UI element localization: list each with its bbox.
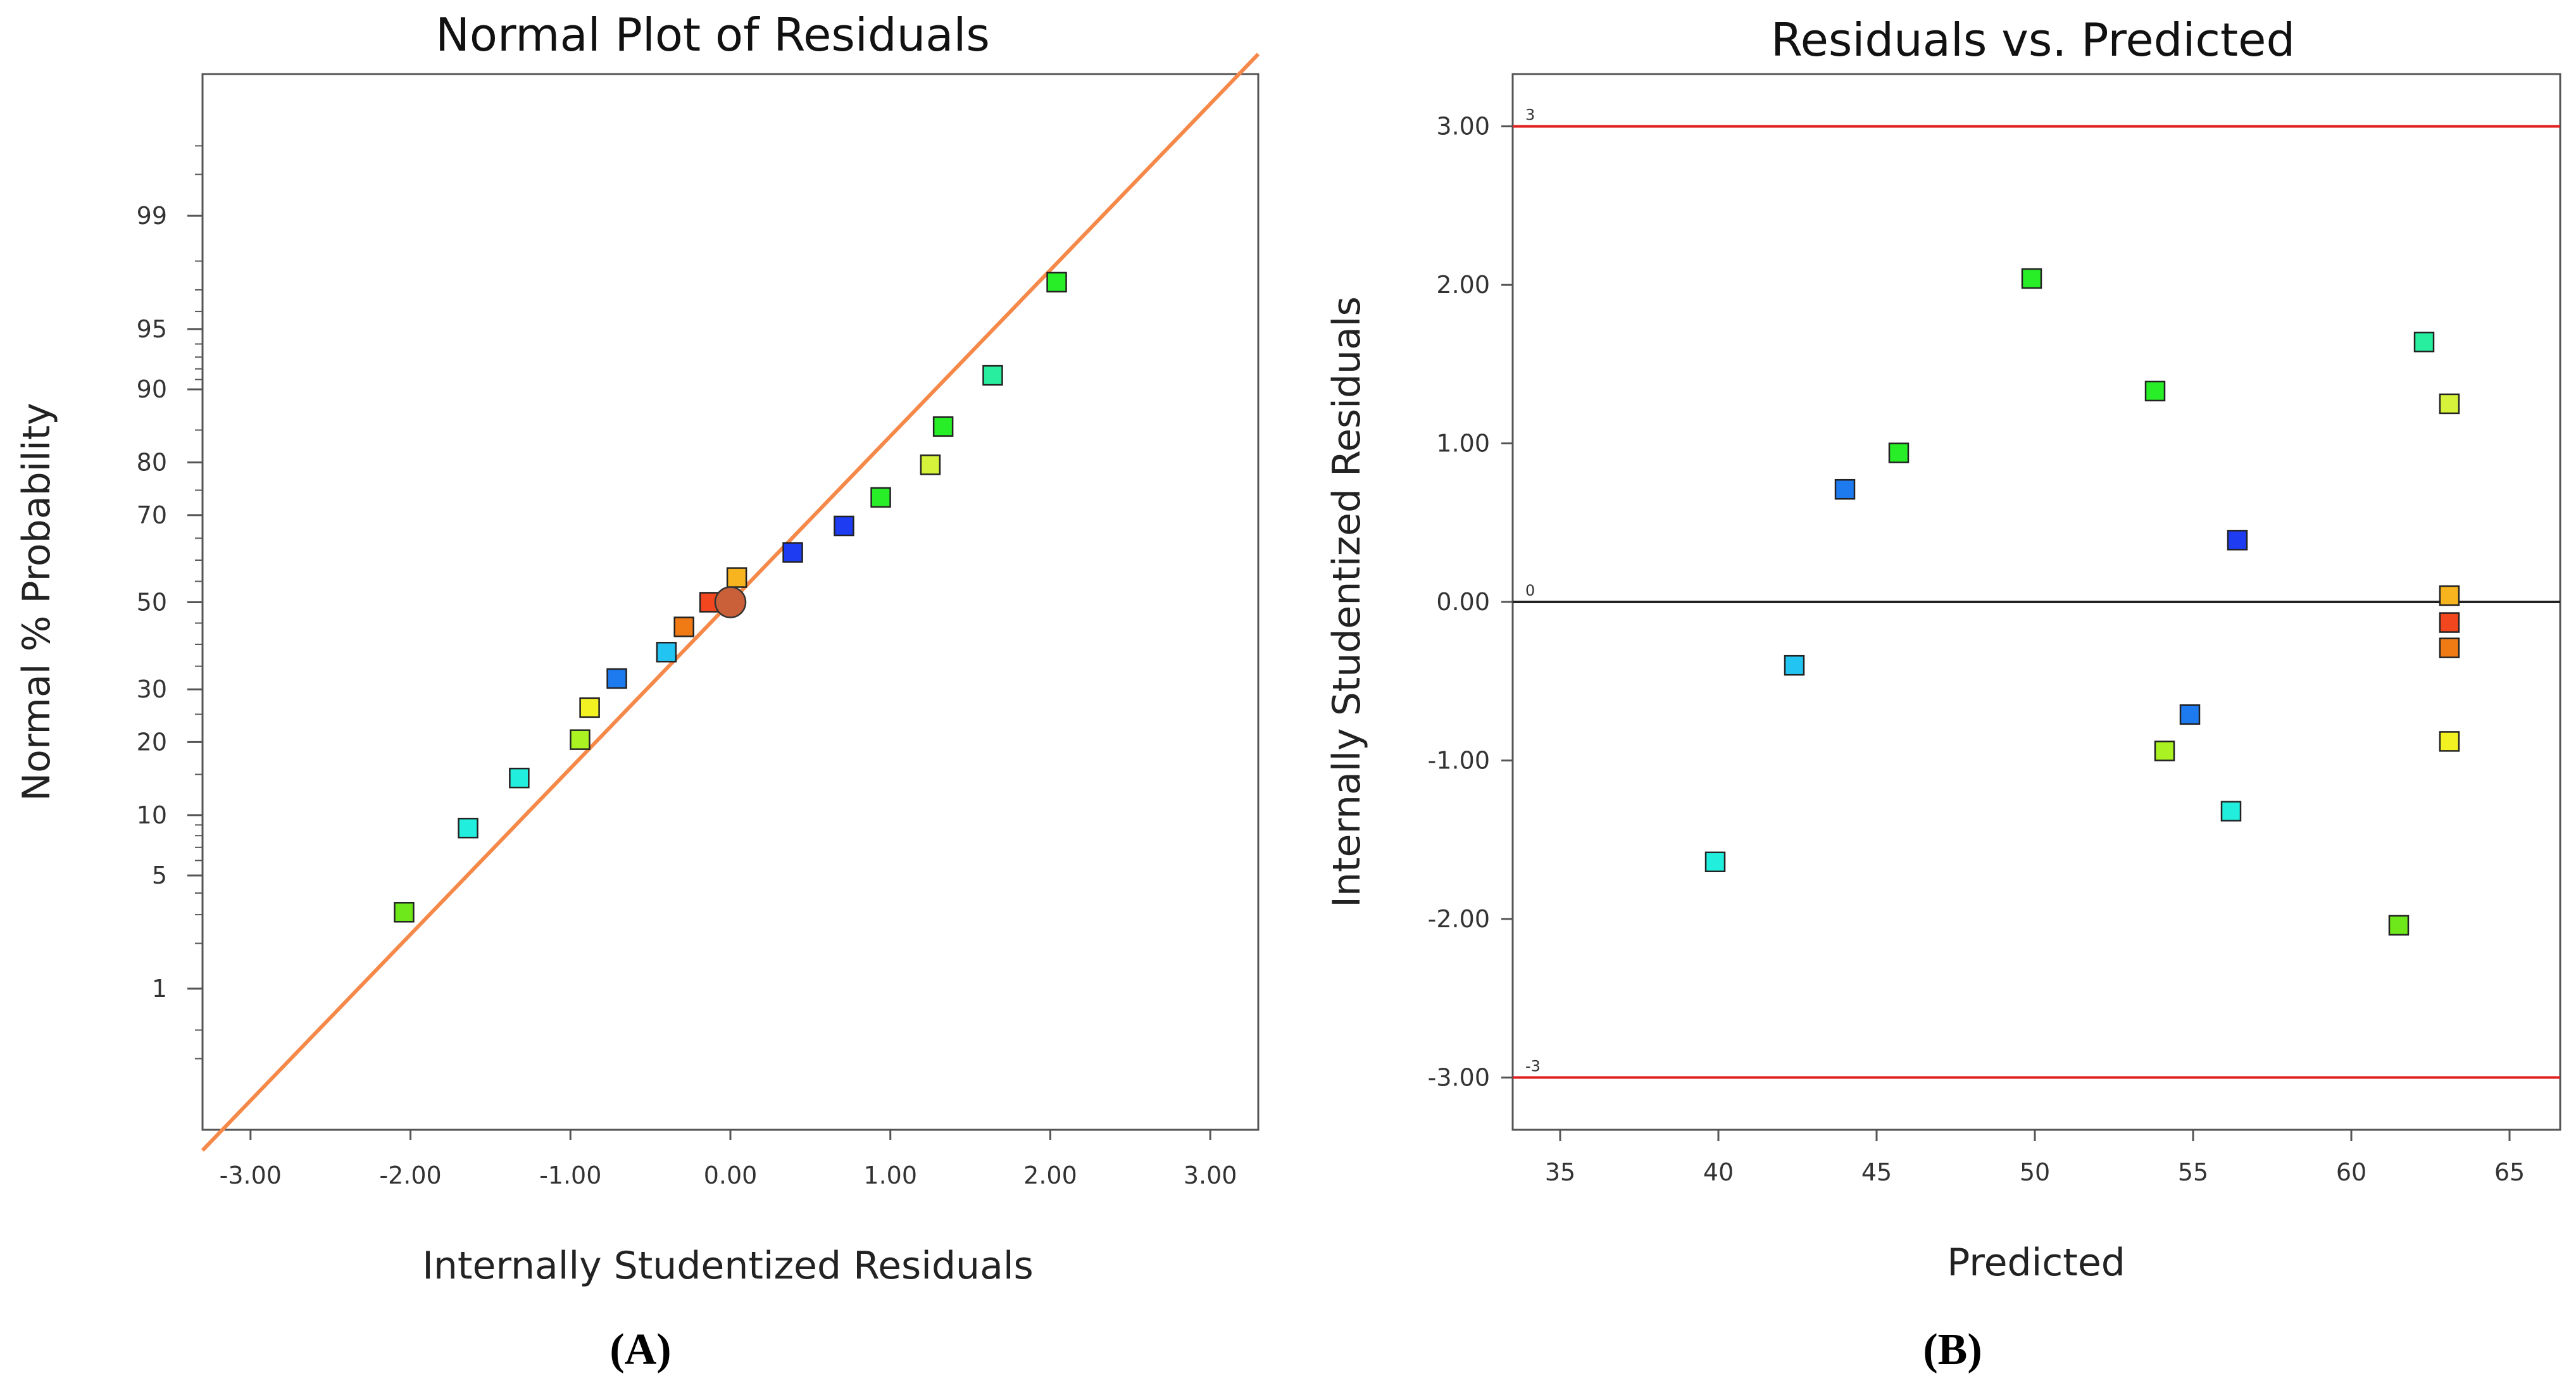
x-tick-label-a: -3.00 xyxy=(220,1161,282,1189)
residual-point-b xyxy=(2439,637,2460,658)
y-tick-label-b: 0.00 xyxy=(1436,588,1490,616)
residual-point-b xyxy=(2154,741,2175,761)
y-tick-label-a: 30 xyxy=(137,675,167,703)
residual-point-b xyxy=(2439,393,2460,415)
residual-point-a xyxy=(834,515,854,537)
residual-point-a xyxy=(726,567,747,588)
reference-lines-b: 3 0 -3 xyxy=(1513,106,2560,1079)
y-axis-label-b: Internally Studentized Residuals xyxy=(1325,296,1369,908)
x-axis-label-a: Internally Studentized Residuals xyxy=(422,1244,1034,1288)
x-tick-label-a: -1.00 xyxy=(539,1161,601,1189)
data-points-b xyxy=(1704,268,2460,936)
residual-point-b xyxy=(2439,612,2460,633)
y-tick-label-b: 1.00 xyxy=(1436,430,1490,458)
reference-line-label-b: 3 xyxy=(1525,106,1535,124)
panel-caption-a: (A) xyxy=(610,1325,671,1374)
residual-point-a xyxy=(394,902,415,923)
y-tick-label-a: 80 xyxy=(137,449,167,477)
residual-point-b xyxy=(1888,442,1910,463)
y-tick-label-b: -3.00 xyxy=(1428,1063,1490,1091)
x-tick-label-b: 50 xyxy=(2020,1158,2050,1186)
residual-point-b xyxy=(2388,915,2410,936)
residual-point-a xyxy=(509,767,530,789)
y-tick-label-a: 70 xyxy=(137,501,167,529)
y-tick-label-b: -1.00 xyxy=(1428,746,1490,774)
y-tick-label-b: -2.00 xyxy=(1428,905,1490,933)
y-tick-label-a: 20 xyxy=(137,728,167,756)
x-tick-label-b: 40 xyxy=(1703,1158,1734,1186)
x-axis-ticks-a: -3.00 -2.00 -1.00 0.00 1.00 2.00 3.00 xyxy=(220,1130,1237,1189)
residual-point-b xyxy=(2413,332,2435,353)
residual-point-a xyxy=(579,697,600,718)
x-axis-label-b: Predicted xyxy=(1947,1241,2125,1285)
chart-title-b: Residuals vs. Predicted xyxy=(1771,13,2295,66)
residual-point-b xyxy=(1704,851,1726,872)
x-tick-label-b: 35 xyxy=(1545,1158,1575,1186)
residual-point-a xyxy=(782,542,803,563)
y-tick-label-b: 2.00 xyxy=(1436,271,1490,299)
residual-point-a xyxy=(1046,272,1067,293)
y-tick-label-b: 3.00 xyxy=(1436,113,1490,141)
residual-point-a xyxy=(458,818,478,839)
y-tick-label-a: 5 xyxy=(152,861,167,889)
x-tick-label-a: -2.00 xyxy=(379,1161,441,1189)
residual-point-b xyxy=(2021,268,2042,289)
x-tick-label-b: 55 xyxy=(2178,1158,2208,1186)
x-tick-label-a: 0.00 xyxy=(704,1161,758,1189)
residuals-vs-predicted-panel: Residuals vs. Predicted 3 0 -3 35 40 45 50 55 6… xyxy=(1325,13,2561,1374)
residual-point-a xyxy=(932,416,954,437)
x-tick-label-a: 3.00 xyxy=(1184,1161,1237,1189)
residual-point-b xyxy=(1834,479,1856,500)
normal-plot-panel: Normal Plot of Residuals -3.00 -2.00 -1.00… xyxy=(15,8,1260,1374)
residual-point-a xyxy=(673,616,694,637)
x-tick-label-b: 45 xyxy=(1861,1158,1892,1186)
residual-point-b xyxy=(2439,731,2460,752)
residual-point-a xyxy=(606,668,627,689)
residual-point-a xyxy=(982,365,1003,386)
y-axis-ticks-a: 1 5 10 20 30 50 70 80 90 95 99 xyxy=(137,145,203,1060)
data-points-a xyxy=(394,272,1067,923)
panel-caption-b: (B) xyxy=(1923,1325,1982,1374)
centroid-marker-a xyxy=(714,586,747,618)
y-tick-label-a: 95 xyxy=(137,315,167,343)
x-tick-label-b: 60 xyxy=(2336,1158,2367,1186)
residual-point-a xyxy=(870,487,891,508)
residual-point-b xyxy=(2179,704,2201,725)
y-axis-ticks-b: -3.00 -2.00 -1.00 0.00 1.00 2.00 3.00 xyxy=(1428,113,1513,1091)
residual-point-a xyxy=(656,642,677,663)
chart-title-a: Normal Plot of Residuals xyxy=(435,8,990,61)
y-tick-label-a: 90 xyxy=(137,375,167,403)
y-tick-label-a: 50 xyxy=(137,589,167,616)
residual-point-b xyxy=(2227,530,2248,551)
x-axis-ticks-b: 35 40 45 50 55 60 65 xyxy=(1545,1130,2525,1186)
x-tick-label-a: 1.00 xyxy=(863,1161,917,1189)
residual-point-b xyxy=(1784,654,1805,676)
y-tick-label-a: 10 xyxy=(137,801,167,829)
residual-point-a xyxy=(920,454,941,475)
residual-point-b xyxy=(2144,380,2166,402)
y-tick-label-a: 1 xyxy=(152,975,167,1003)
y-tick-label-a: 99 xyxy=(137,202,167,230)
y-axis-label-a: Normal % Probability xyxy=(15,403,59,801)
reference-line-label-b: 0 xyxy=(1525,582,1535,599)
residual-point-b xyxy=(2220,801,2242,822)
reference-line-label-b: -3 xyxy=(1525,1057,1541,1075)
residual-point-a xyxy=(570,729,591,750)
x-tick-label-a: 2.00 xyxy=(1023,1161,1077,1189)
x-tick-label-b: 65 xyxy=(2494,1158,2525,1186)
residual-point-b xyxy=(2439,585,2460,606)
